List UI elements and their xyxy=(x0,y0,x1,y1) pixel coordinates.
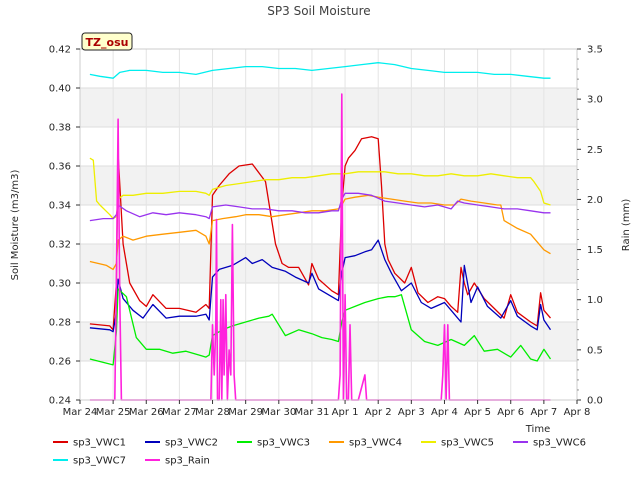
y-tick-label: 0.34 xyxy=(49,201,71,212)
x-tick-label: Mar 27 xyxy=(162,407,197,418)
grid-band xyxy=(80,88,577,127)
legend-label: sp3_VWC1 xyxy=(73,438,126,449)
y-axis-label: Soil Moisture (m3/m3) xyxy=(10,170,21,281)
legend-label: sp3_VWC3 xyxy=(257,438,310,449)
y-tick-label: 0.28 xyxy=(49,318,71,329)
series-line-sp3-vwc6 xyxy=(89,192,551,222)
y2-tick-label: 1.0 xyxy=(587,295,603,306)
x-tick-label: Apr 2 xyxy=(365,407,392,418)
y-tick-label: 0.32 xyxy=(49,240,71,251)
site-badge: TZ_osu xyxy=(81,32,133,51)
series-line-sp3-vwc4 xyxy=(89,194,551,271)
legend: sp3_VWC1 sp3_VWC2 sp3_VWC3 sp3_VWC4 sp3_VWC5… xyxy=(53,438,586,467)
x-tick-label: Apr 3 xyxy=(398,407,425,418)
legend-label: sp3_VWC4 xyxy=(349,438,402,449)
grid-band xyxy=(80,244,577,283)
legend-label: sp3_VWC6 xyxy=(533,438,586,449)
x-tick-label: Apr 4 xyxy=(431,407,458,418)
y-tick-label: 0.24 xyxy=(49,396,71,407)
grid-bands xyxy=(80,88,577,361)
x-tick-label: Mar 25 xyxy=(96,407,131,418)
x-tick-label: Apr 8 xyxy=(564,407,591,418)
y-tick-label: 0.30 xyxy=(49,279,71,290)
legend-label: sp3_VWC2 xyxy=(165,438,218,449)
x-tick-label: Apr 6 xyxy=(497,407,524,418)
y2-tick-label: 0.5 xyxy=(587,345,603,356)
series-line-sp3-vwc7 xyxy=(89,62,551,79)
y-tick-label: 0.38 xyxy=(49,123,71,134)
series-line-sp3-vwc5 xyxy=(89,157,551,220)
y2-tick-label: 3.5 xyxy=(587,45,603,56)
legend-label: sp3_Rain xyxy=(165,456,210,467)
x-axis-label: Time xyxy=(525,424,550,435)
chart-title: SP3 Soil Moisture xyxy=(267,4,370,18)
grid-band xyxy=(80,166,577,205)
series-line-sp3-vwc1 xyxy=(89,136,551,331)
y-tick-label: 0.42 xyxy=(49,45,71,56)
x-tick-label: Apr 7 xyxy=(530,407,557,418)
series-line-sp3-vwc3 xyxy=(89,288,552,366)
x-tick-label: Mar 28 xyxy=(195,407,230,418)
series-line-sp3-vwc2 xyxy=(89,239,552,333)
plot-frame xyxy=(79,48,578,401)
y2-tick-label: 0.0 xyxy=(587,396,603,407)
y2-tick-label: 3.0 xyxy=(587,95,603,106)
x-tick-label: Mar 26 xyxy=(129,407,164,418)
x-tick-label: Mar 24 xyxy=(63,407,98,418)
y-tick-label: 0.40 xyxy=(49,84,71,95)
site-badge-label: TZ_osu xyxy=(86,36,129,49)
x-tick-label: Apr 1 xyxy=(332,407,359,418)
grid-band xyxy=(80,322,577,361)
y-tick-label: 0.36 xyxy=(49,162,71,173)
x-tick-label: Mar 31 xyxy=(295,407,330,418)
y-axis-left: 0.24 0.26 0.28 0.30 0.32 0.34 0.36 0.38 0.40 0.42 xyxy=(49,45,80,407)
legend-label: sp3_VWC7 xyxy=(73,456,126,467)
x-tick-label: Mar 29 xyxy=(228,407,263,418)
y-tick-label: 0.26 xyxy=(49,357,71,368)
y2-tick-label: 2.5 xyxy=(587,145,603,156)
y2-axis-label: Rain (mm) xyxy=(621,199,632,252)
y-axis-right: 0.0 0.5 1.0 1.5 2.0 2.5 3.0 3.5 xyxy=(577,45,603,407)
x-tick-label: Mar 30 xyxy=(261,407,296,418)
x-tick-label: Apr 5 xyxy=(464,407,491,418)
y2-tick-label: 2.0 xyxy=(587,195,603,206)
legend-label: sp3_VWC5 xyxy=(441,438,494,449)
y2-tick-label: 1.5 xyxy=(587,245,603,256)
